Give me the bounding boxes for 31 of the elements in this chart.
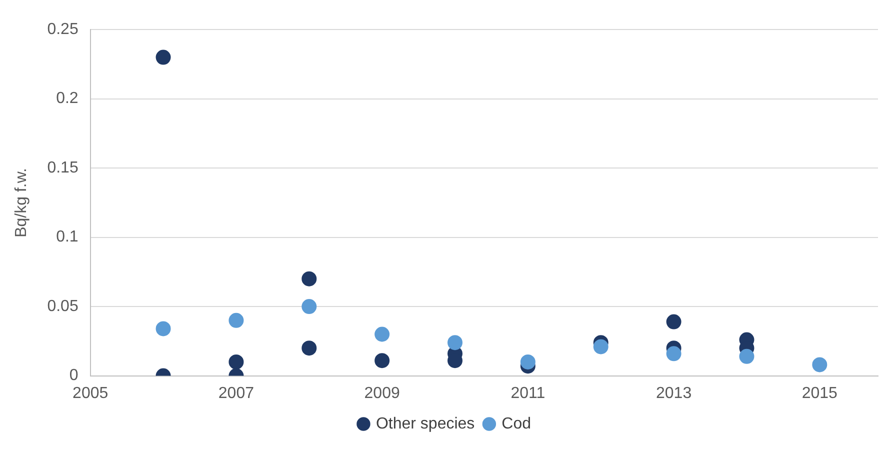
point bbox=[228, 354, 244, 370]
y-tick-label: 0.1 bbox=[56, 228, 78, 246]
y-tick-label: 0.2 bbox=[56, 90, 78, 108]
point bbox=[448, 335, 462, 350]
x-tick-label: 2013 bbox=[656, 384, 692, 402]
y-tick-label: 0.15 bbox=[47, 159, 78, 176]
x-tick-label: 2007 bbox=[218, 384, 254, 402]
point bbox=[302, 299, 317, 314]
point bbox=[739, 348, 754, 364]
point bbox=[520, 354, 536, 370]
y-tick-label: 0.05 bbox=[47, 298, 78, 315]
point bbox=[812, 357, 828, 372]
point bbox=[302, 271, 317, 286]
legend-label: Cod bbox=[502, 415, 532, 432]
point bbox=[302, 340, 317, 356]
y-tick-label: 0 bbox=[69, 367, 78, 384]
x-tick-label: 2011 bbox=[510, 384, 546, 402]
point bbox=[666, 346, 682, 362]
point bbox=[666, 314, 682, 330]
point bbox=[374, 326, 390, 342]
point bbox=[228, 312, 244, 328]
point bbox=[374, 353, 390, 368]
x-tick-label: 2015 bbox=[802, 384, 838, 402]
x-tick-label: 2005 bbox=[72, 384, 108, 402]
y-axis-title: Bq/kg f.w. bbox=[13, 168, 30, 238]
legend-label: Other species bbox=[376, 415, 475, 432]
point bbox=[593, 339, 608, 354]
point bbox=[156, 50, 171, 65]
point bbox=[156, 321, 171, 336]
y-tick-label: 0.25 bbox=[47, 21, 78, 38]
x-tick-label: 2009 bbox=[364, 384, 400, 402]
